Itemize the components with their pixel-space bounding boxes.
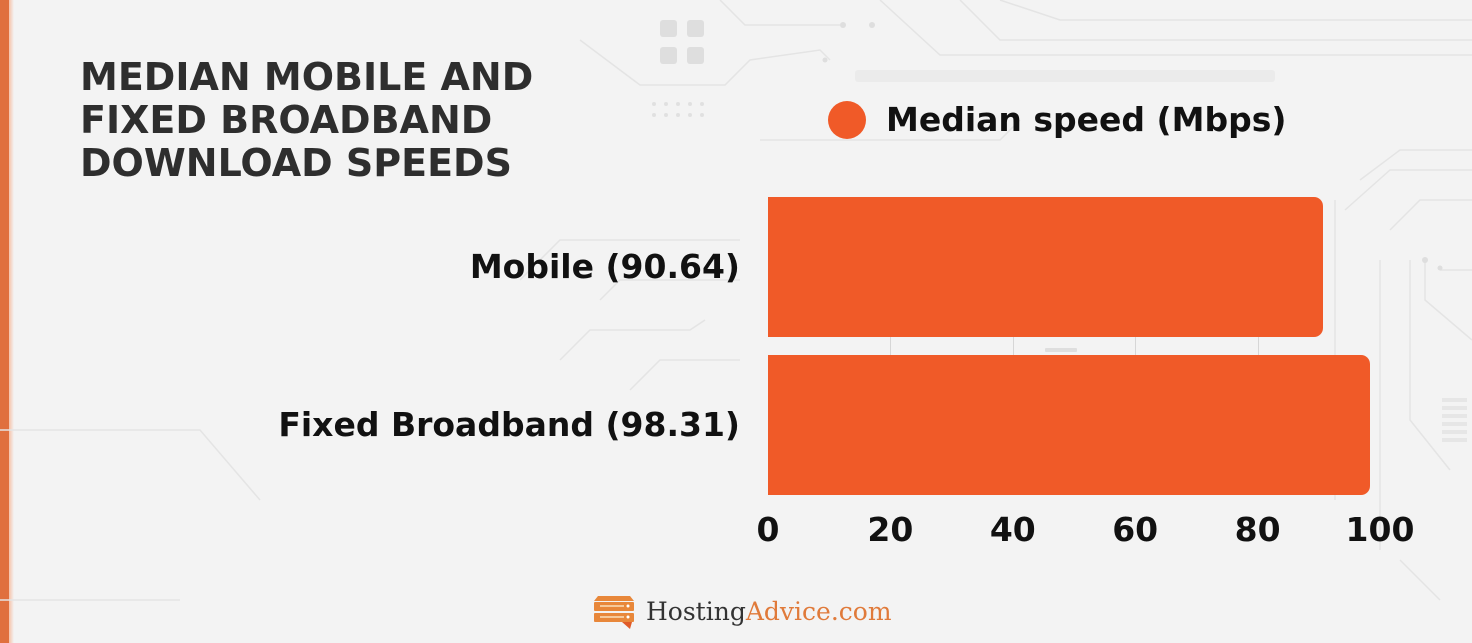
x-tick: 20 [867, 510, 914, 549]
x-tick: 60 [1112, 510, 1159, 549]
chart-legend: Median speed (Mbps) [828, 100, 1286, 139]
gridline [1135, 337, 1136, 355]
category-label-fixed-broadband: Fixed Broadband (98.31) [278, 405, 740, 444]
server-speech-bubble-icon [594, 596, 634, 629]
accent-stripe [0, 0, 9, 643]
hostingadvice-logo[interactable]: HostingAdvice.com [592, 592, 892, 630]
chart-title: MEDIAN MOBILE AND FIXED BROADBAND DOWNLO… [80, 56, 640, 185]
legend-label: Median speed (Mbps) [886, 100, 1287, 139]
gridline [890, 337, 891, 355]
title-line-3: DOWNLOAD SPEEDS [80, 141, 512, 185]
brand-hosting: Hosting [646, 596, 746, 626]
gridline [1258, 337, 1259, 355]
x-tick: 100 [1345, 510, 1415, 549]
x-tick: 0 [756, 510, 780, 549]
bar-mobile [768, 197, 1323, 337]
brand-name: HostingAdvice.com [646, 597, 892, 626]
legend-dot-icon [828, 100, 866, 139]
x-tick: 40 [989, 510, 1036, 549]
title-line-2: FIXED BROADBAND [80, 98, 493, 142]
accent-stripe-fade [9, 0, 14, 643]
title-line-1: MEDIAN MOBILE AND [80, 55, 534, 99]
gridline [1013, 337, 1014, 355]
bar-fixed-broadband [768, 355, 1370, 495]
x-tick: 80 [1234, 510, 1281, 549]
category-label-mobile: Mobile (90.64) [469, 247, 740, 286]
brand-advice: Advice.com [745, 596, 892, 626]
